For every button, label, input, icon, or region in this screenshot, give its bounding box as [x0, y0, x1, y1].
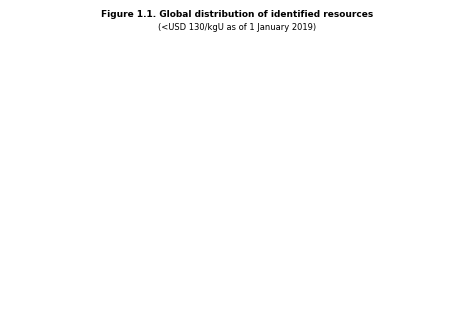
Text: Figure 1.1. Global distribution of identified resources: Figure 1.1. Global distribution of ident…	[101, 10, 373, 19]
Text: (<USD 130/kgU as of 1 January 2019): (<USD 130/kgU as of 1 January 2019)	[158, 23, 316, 32]
